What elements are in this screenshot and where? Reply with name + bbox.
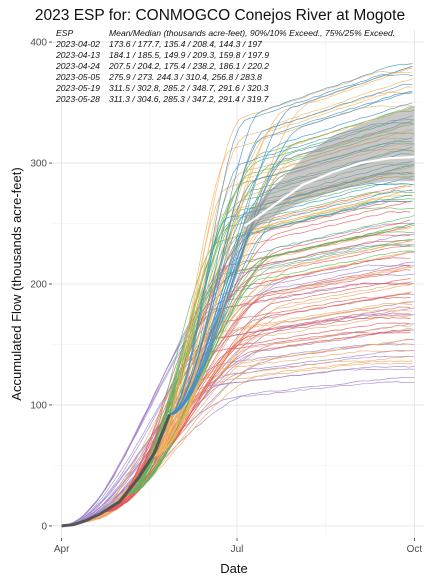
chart-title: 2023 ESP for: CONMOGCO Conejos River at … (35, 7, 405, 24)
legend-row-date: 2023-05-28 (55, 94, 100, 104)
legend-header-esp: ESP (56, 28, 73, 38)
ensemble-trace (61, 307, 415, 527)
y-tick-label: 0 (41, 521, 47, 532)
ensemble-trace (125, 207, 415, 496)
y-axis-label: Accumulated Flow (thousands acre-feet) (9, 167, 24, 400)
legend-row-date: 2023-04-24 (55, 61, 100, 71)
ensemble-trace (103, 234, 411, 513)
ensemble-trace (103, 296, 411, 513)
observed-line (61, 414, 171, 528)
ensemble-trace (152, 71, 413, 457)
legend-header-stats: Mean/Median (thousands acre-feet), 90%/1… (109, 28, 395, 38)
ensemble-trace (103, 264, 411, 512)
ensemble-trace (169, 90, 413, 416)
y-tick-label: 300 (30, 159, 47, 170)
stats-legend: ESP Mean/Median (thousands acre-feet), 9… (55, 28, 395, 104)
legend-row-stats: 275.9 / 273. 244.3 / 310.4, 256.8 / 283.… (108, 72, 262, 82)
ensemble-trace (169, 73, 413, 416)
ensemble-trace (152, 195, 413, 457)
ensemble-trace (169, 65, 413, 415)
ensemble-trace (169, 63, 413, 416)
x-tick-label: Oct (407, 544, 423, 555)
ensemble-trace (82, 360, 413, 522)
legend-row-date: 2023-04-13 (55, 50, 100, 60)
ensemble-trace (61, 329, 415, 527)
ensemble-trace (82, 240, 413, 522)
y-tick-label: 200 (30, 280, 47, 291)
ensemble-trace (125, 244, 415, 495)
mean-line (244, 155, 415, 227)
legend-row-stats: 184.1 / 185.5, 149.9 / 209.3, 159.8 / 19… (109, 50, 269, 60)
ensemble-trace (61, 264, 415, 527)
exceedance-band (244, 106, 415, 236)
ensemble-trace (152, 68, 413, 458)
exceedance-band-area (244, 106, 415, 236)
ensemble-trace (103, 269, 411, 513)
y-tick-label: 100 (30, 400, 47, 411)
x-axis-label: Date (220, 561, 247, 576)
y-tick-label: 400 (30, 38, 47, 49)
axis-ticks: 0 100 200 300 400 Apr Jul Oct (30, 38, 422, 555)
legend-row-date: 2023-04-02 (55, 39, 100, 49)
ensemble-trace (169, 102, 413, 416)
ensemble-trace (152, 78, 413, 457)
legend-row-stats: 173.6 / 177.7, 135.4 / 208.4, 144.3 / 19… (109, 39, 263, 49)
observed-flow (61, 414, 171, 528)
ensemble-trace (61, 323, 415, 526)
ensemble-trace (152, 106, 413, 457)
legend-row-stats: 207.5 / 204.2, 175.4 / 238.2, 186.1 / 22… (108, 61, 269, 71)
ensemble-trace (152, 86, 413, 457)
legend-row-date: 2023-05-19 (55, 83, 100, 93)
x-tick-label: Apr (54, 544, 70, 555)
ensemble-trace (169, 83, 413, 416)
ensemble-trace (103, 201, 411, 512)
ensemble-trace (103, 219, 411, 513)
legend-row-date: 2023-05-05 (55, 72, 100, 82)
ensemble-trace (169, 189, 413, 415)
ensemble-trace (103, 283, 411, 512)
ensemble-trace (152, 105, 413, 457)
legend-row-stats: 311.5 / 302.8, 285.2 / 348.7, 291.6 / 32… (109, 83, 269, 93)
ensemble-trace (61, 313, 415, 527)
ensemble-trace (169, 178, 413, 415)
x-tick-label: Jul (231, 544, 244, 555)
legend-row-stats: 311.3 / 304.6, 285.3 / 347.2, 291.4 / 31… (109, 94, 270, 104)
